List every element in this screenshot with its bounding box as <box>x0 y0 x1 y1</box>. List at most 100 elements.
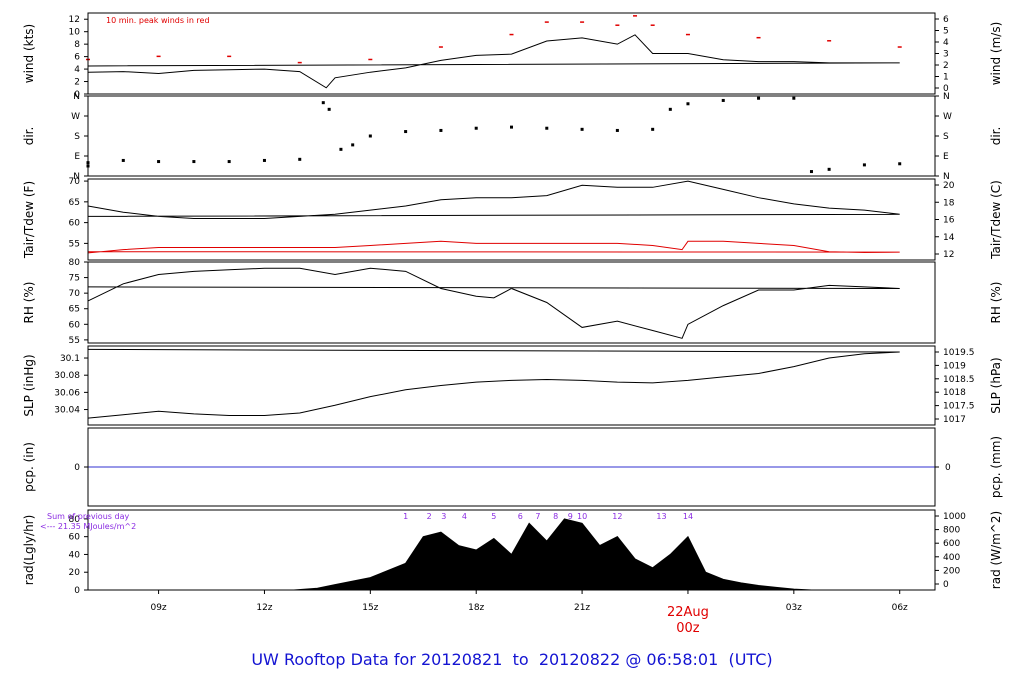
y-tick-label: 80 <box>69 515 81 525</box>
y-tick-label: 2 <box>74 78 80 88</box>
radiation-peak-marker: 4 <box>462 512 467 521</box>
radiation-peak-marker: 10 <box>577 512 587 521</box>
direction-point <box>298 157 302 161</box>
y-axis-title: wind (kts) <box>22 24 36 83</box>
radiation-peak-marker: 2 <box>427 512 432 521</box>
y-tick-label: 60 <box>69 219 81 229</box>
y-axis-title: SLP (inHg) <box>22 354 36 416</box>
y-tick-label-right: 18 <box>943 198 955 208</box>
y-tick-label: S <box>74 132 80 142</box>
y-tick-label: 55 <box>69 336 80 346</box>
y-tick-label: 12 <box>69 15 80 25</box>
radiation-peak-marker: 8 <box>553 512 558 521</box>
direction-point <box>721 98 725 102</box>
y-tick-label-right: 1019 <box>943 361 966 371</box>
y-tick-label-right: 1017.5 <box>943 402 975 412</box>
direction-point <box>157 160 161 164</box>
peak-wind-marker <box>685 33 690 36</box>
y-tick-label-right: 12 <box>943 250 954 260</box>
x-tick-label: 03z <box>786 603 802 613</box>
y-tick-label-right: 1000 <box>943 512 966 522</box>
direction-point <box>580 127 584 131</box>
title-end-date: 20120822 <box>538 650 621 669</box>
y-tick-label-right: W <box>943 112 952 122</box>
date-marker-time: 00z <box>676 621 700 636</box>
direction-point <box>651 127 655 131</box>
x-tick-label: 21z <box>574 603 590 613</box>
y-tick-label: 30.04 <box>54 406 80 416</box>
panel-5: 30.04 30.06 30.08 30.1 1017 1017.5 1018 1018.5 1… <box>22 345 1003 426</box>
series-line-1 <box>87 267 900 339</box>
y-tick-label-right: S <box>943 132 949 142</box>
direction-point <box>192 160 196 164</box>
direction-point <box>368 134 372 138</box>
y-axis-title-right: SLP (hPa) <box>989 357 1003 413</box>
y-axis-title-right: wind (m/s) <box>989 22 1003 86</box>
y-tick-label-right: 0 <box>945 463 951 473</box>
series-line-1 <box>87 180 900 219</box>
y-tick-label: 70 <box>69 177 81 187</box>
radiation-sum-value: <--- 21.35 MJoules/m^2 <box>40 522 136 531</box>
series-line-2 <box>87 240 900 254</box>
panel-frame <box>87 178 936 261</box>
peak-wind-marker <box>438 46 443 48</box>
panel-frame <box>87 345 936 426</box>
y-tick-label: 40 <box>69 550 81 560</box>
y-tick-label: 70 <box>69 289 81 299</box>
direction-point <box>227 160 231 164</box>
y-tick-label: E <box>74 152 80 162</box>
series-line-1 <box>87 34 900 89</box>
peak-wind-marker <box>756 36 761 39</box>
y-axis-title: RH (%) <box>22 282 36 324</box>
y-tick-label-right: 1018 <box>943 388 966 398</box>
y-tick-label-right: 20 <box>943 181 955 191</box>
peak-wind-marker <box>650 24 655 26</box>
y-tick-label: 30.06 <box>54 388 80 398</box>
panel-4: 55 60 65 70 75 80 RH (%) RH (%) <box>22 258 1003 346</box>
y-tick-label: 4 <box>74 65 80 75</box>
direction-point <box>474 126 478 130</box>
y-tick-label-right: 600 <box>943 539 960 549</box>
y-tick-label: 60 <box>69 533 81 543</box>
y-tick-label-right: 1019.5 <box>943 348 975 358</box>
y-tick-label-right: 1018.5 <box>943 375 975 385</box>
peak-wind-marker <box>297 61 302 64</box>
y-tick-label: 8 <box>74 40 80 50</box>
direction-point <box>792 96 796 100</box>
y-axis-title: dir. <box>22 127 36 146</box>
direction-point <box>439 128 443 132</box>
y-axis-title-right: pcp. (mm) <box>989 436 1003 498</box>
direction-point <box>898 162 902 166</box>
radiation-peak-marker: 9 <box>568 512 573 521</box>
radiation-peak-marker: 12 <box>612 512 622 521</box>
peak-wind-marker <box>615 24 620 26</box>
y-tick-label: 30.08 <box>54 371 80 381</box>
x-tick-label: 09z <box>150 603 166 613</box>
wind-annotation: 10 min. peak winds in red <box>106 16 210 25</box>
peak-wind-marker <box>368 58 373 61</box>
panel-6: 0 0 pcp. (in) pcp. (mm) <box>22 427 1003 507</box>
title-timestamp: @ 06:58:01 <box>625 650 719 669</box>
direction-point <box>351 143 355 147</box>
direction-point <box>827 167 831 171</box>
y-tick-label: 10 <box>69 28 81 38</box>
panel-frame <box>87 261 936 344</box>
title-to: to <box>512 650 529 669</box>
direction-point <box>121 158 125 162</box>
y-tick-label-right: 0 <box>943 84 949 94</box>
y-tick-label-right: 200 <box>943 566 960 576</box>
peak-wind-marker <box>897 46 902 48</box>
direction-point <box>686 102 690 106</box>
title-start-date: 20120821 <box>420 650 503 669</box>
peak-wind-marker <box>509 33 514 36</box>
y-axis-title-right: dir. <box>989 127 1003 146</box>
panel-frame <box>87 427 936 507</box>
direction-point <box>757 96 761 100</box>
y-tick-label: 60 <box>69 320 81 330</box>
peak-wind-marker <box>544 21 549 23</box>
y-tick-label: 20 <box>69 568 81 578</box>
x-tick-label: 15z <box>362 603 378 613</box>
